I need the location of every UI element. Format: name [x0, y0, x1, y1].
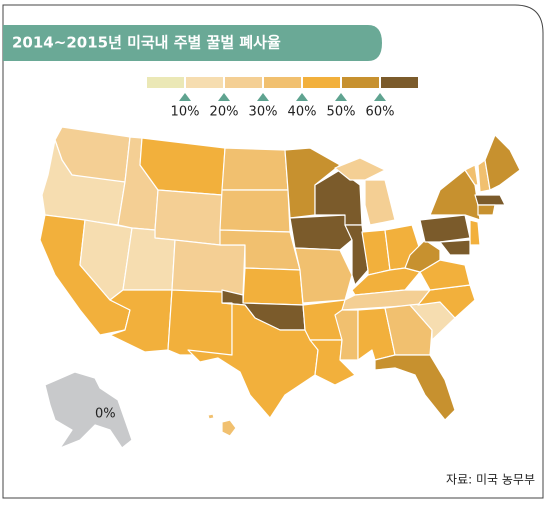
legend-swatch — [225, 77, 262, 88]
state — [404, 239, 441, 273]
legend-label: 50% — [327, 105, 356, 120]
frame — [2, 4, 544, 499]
legend-arrow — [335, 93, 347, 101]
title-bar — [3, 25, 382, 61]
state — [474, 194, 506, 206]
legend-swatch — [147, 77, 184, 88]
legend: 10% 20% 30% 40% 50% 60% — [147, 77, 418, 120]
state — [221, 147, 289, 191]
map — [39, 126, 521, 449]
source: 자료: 미국 농무부 — [446, 473, 535, 487]
state — [364, 179, 396, 226]
state — [439, 239, 471, 256]
state — [171, 239, 246, 296]
state — [221, 419, 237, 437]
alaska-label: 0% — [95, 407, 116, 422]
title: 2014~2015년 미국내 주별 꿀벌 폐사율 — [12, 34, 281, 52]
state — [187, 302, 319, 419]
state — [464, 164, 479, 186]
state — [344, 224, 369, 286]
legend-label: 10% — [171, 105, 200, 120]
legend-label: 20% — [210, 105, 239, 120]
state — [294, 247, 353, 304]
state — [477, 204, 496, 216]
legend-swatch — [264, 77, 301, 88]
state — [289, 214, 353, 251]
state — [374, 354, 456, 421]
state — [419, 214, 471, 243]
state — [334, 157, 386, 181]
legend-arrow — [374, 93, 386, 101]
legend-arrow — [218, 93, 230, 101]
legend-label: 40% — [288, 105, 317, 120]
state — [154, 189, 223, 246]
state — [219, 189, 291, 233]
legend-arrow — [179, 93, 191, 101]
state — [469, 219, 481, 246]
state — [44, 371, 133, 449]
state — [484, 134, 521, 191]
legend-label: 30% — [249, 105, 278, 120]
legend-swatch — [186, 77, 223, 88]
legend-arrow — [296, 93, 308, 101]
legend-swatch — [342, 77, 379, 88]
legend-arrow — [257, 93, 269, 101]
legend-swatch — [381, 77, 418, 88]
state — [242, 267, 304, 306]
legend-label: 60% — [366, 105, 395, 120]
legend-swatch — [303, 77, 340, 88]
state — [207, 413, 215, 420]
